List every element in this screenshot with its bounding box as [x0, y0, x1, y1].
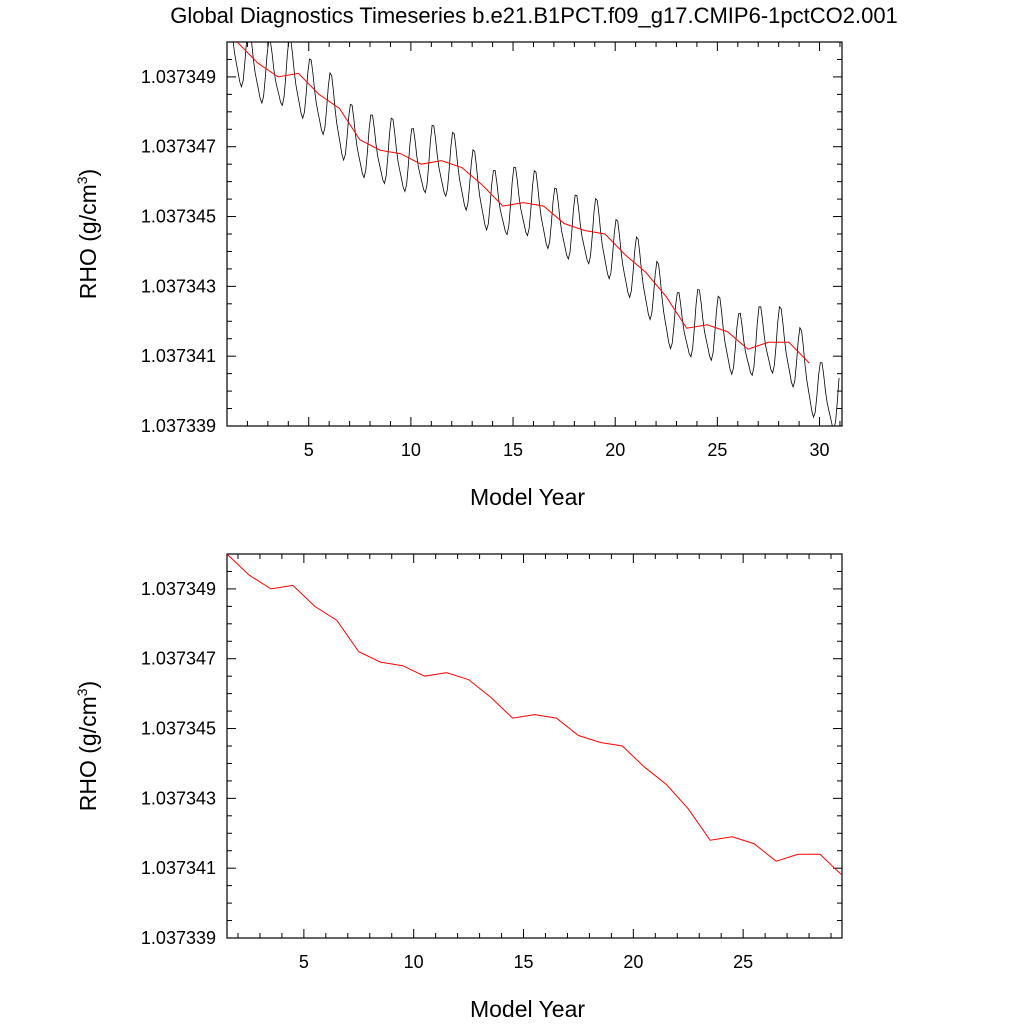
y-axis-label: RHO (g/cm3)	[74, 681, 101, 811]
x-tick-label: 20	[605, 440, 625, 460]
series-line-annual	[236, 42, 810, 364]
x-axis-label: Model Year	[470, 996, 585, 1022]
y-tick-label: 1.037345	[141, 207, 216, 227]
x-tick-label: 5	[299, 952, 309, 972]
plot-frame	[226, 553, 843, 939]
y-tick-label: 1.037347	[141, 649, 216, 669]
x-tick-label: 10	[404, 952, 424, 972]
y-tick-label: 1.037339	[141, 928, 216, 948]
x-tick-label: 20	[623, 952, 643, 972]
x-tick-label: 30	[810, 440, 830, 460]
x-tick-label: 15	[514, 952, 534, 972]
y-tick-label: 1.037341	[141, 346, 216, 366]
y-tick-label: 1.037343	[141, 276, 216, 296]
y-tick-label: 1.037341	[141, 858, 216, 878]
top-panel: 5 10 15 20 25 30 1.037339 1.037341 1.037343 1.037…	[74, 41, 843, 510]
y-tick-label: 1.037345	[141, 719, 216, 739]
series-line-annual	[227, 554, 842, 876]
y-axis-label: RHO (g/cm3)	[74, 169, 101, 299]
x-tick-label: 15	[503, 440, 523, 460]
x-tick-label: 25	[707, 440, 727, 460]
figure-title: Global Diagnostics Timeseries b.e21.B1PC…	[170, 3, 898, 28]
y-tick-label: 1.037349	[141, 579, 216, 599]
x-axis-label: Model Year	[470, 484, 585, 510]
y-tick-label: 1.037349	[141, 67, 216, 87]
y-tick-label: 1.037343	[141, 788, 216, 808]
x-tick-label: 25	[733, 952, 753, 972]
series-line-monthly	[232, 42, 840, 426]
y-tick-label: 1.037339	[141, 416, 216, 436]
y-tick-label: 1.037347	[141, 137, 216, 157]
x-tick-label: 5	[304, 440, 314, 460]
x-tick-label: 10	[401, 440, 421, 460]
bottom-panel: 5 10 15 20 25 1.037339 1.037341 1.037343 1.03734…	[74, 553, 843, 1022]
